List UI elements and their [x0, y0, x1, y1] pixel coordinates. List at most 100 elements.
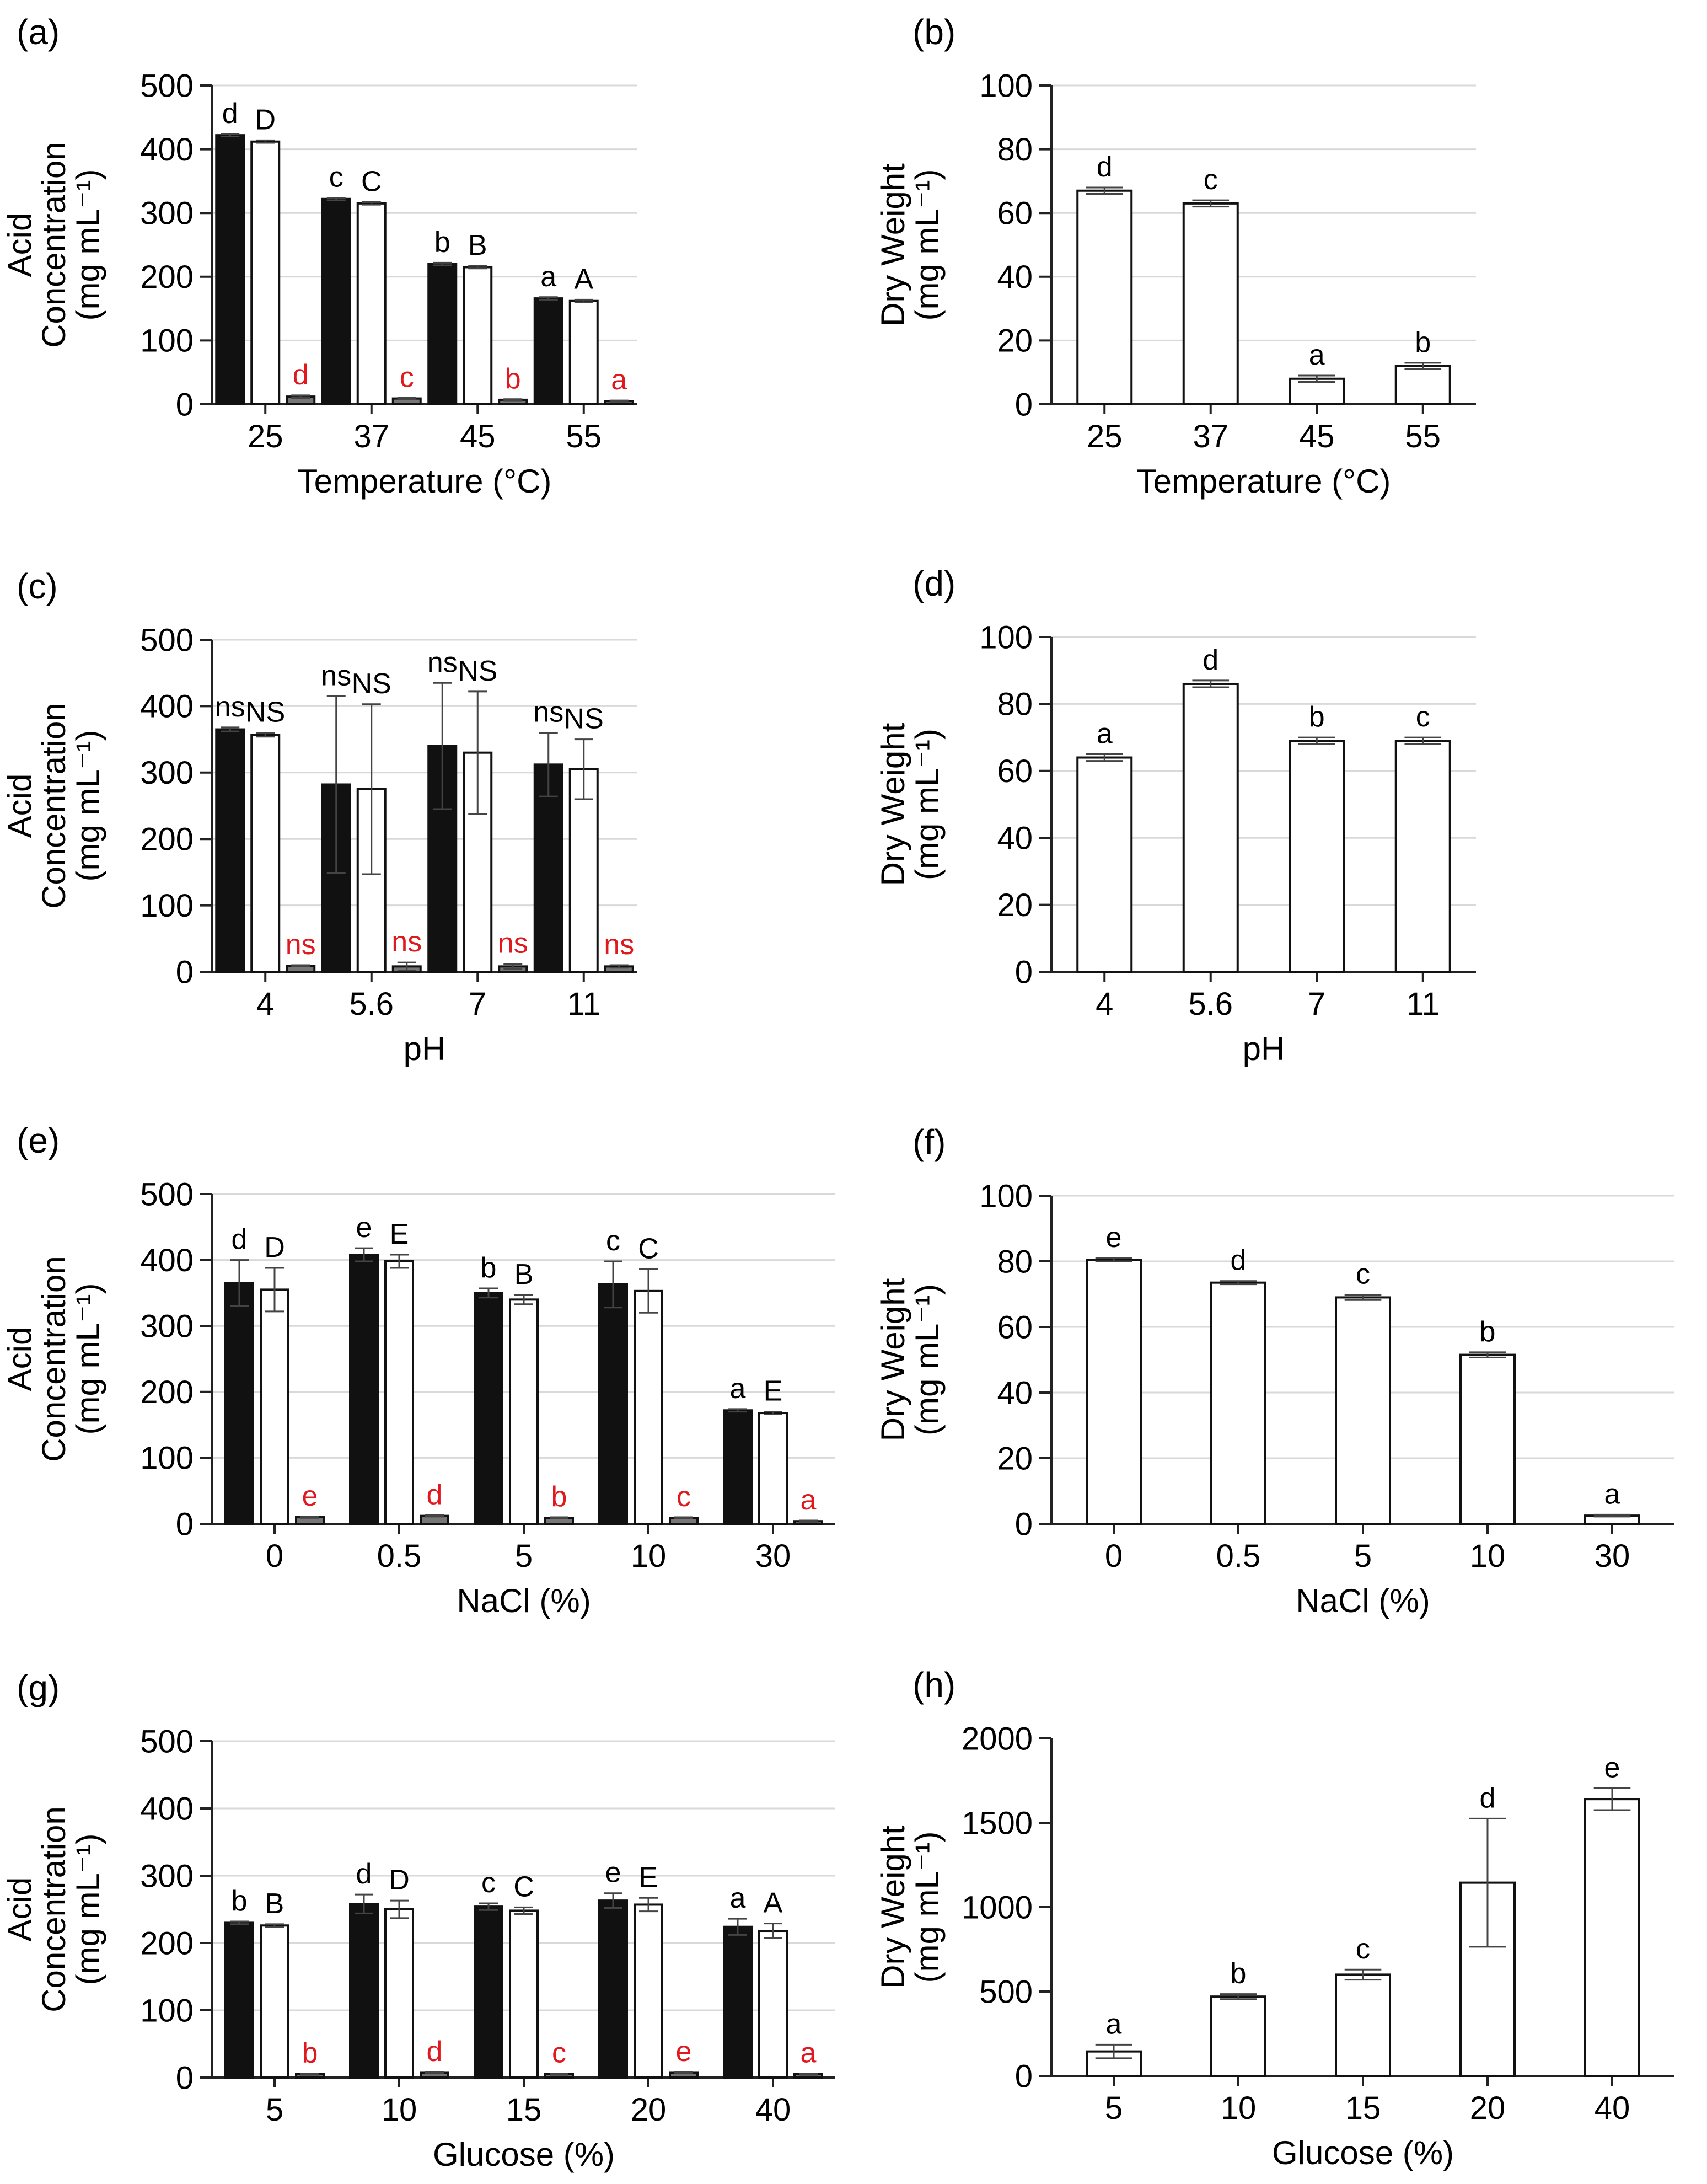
y-tick-label: 0	[1015, 2058, 1033, 2094]
bar-white	[260, 1288, 289, 1525]
significance-label: b	[551, 1481, 567, 1513]
bar-dry weight	[1182, 202, 1239, 405]
bar-white	[634, 1903, 663, 2079]
x-tick-label: 5	[515, 1538, 533, 1574]
significance-label: ns	[321, 660, 351, 692]
x-tick-label: 25	[248, 419, 283, 454]
significance-label: b	[505, 363, 521, 395]
x-tick-label: 10	[1221, 2090, 1257, 2126]
bar-black	[349, 1903, 379, 2079]
y-tick-label: 60	[997, 753, 1033, 789]
y-axis-label: (mg mL⁻¹)	[909, 729, 946, 880]
y-axis-label: Acid	[1, 213, 38, 277]
x-tick-label: 10	[1470, 1538, 1506, 1574]
panel-h: (h) 0 500 1000 1500 2000 Dry Weight(mg mL⁻¹) Gl…	[874, 1665, 1674, 2171]
bar-white	[463, 266, 493, 405]
x-tick-label: 30	[1595, 1538, 1630, 1574]
bar-black	[474, 1292, 503, 1525]
significance-label: E	[764, 1375, 783, 1407]
y-tick-label: 100	[140, 888, 194, 924]
x-tick-label: 30	[755, 1538, 791, 1574]
bar-dry weight	[1394, 365, 1451, 406]
significance-label: a	[1097, 718, 1113, 750]
bar-dry weight	[1394, 740, 1451, 973]
x-tick-label: 15	[1345, 2090, 1381, 2126]
y-tick-label: 300	[140, 755, 194, 791]
y-axis-label: (mg mL⁻¹)	[909, 1832, 946, 1983]
significance-label: d	[293, 359, 309, 391]
significance-label: e	[1604, 1752, 1620, 1784]
y-axis-label: Dry Weight	[874, 163, 911, 326]
significance-label: c	[1356, 1933, 1370, 1965]
significance-label: e	[356, 1212, 372, 1244]
significance-label: a	[801, 2037, 817, 2069]
bar-dry weight	[1289, 740, 1345, 973]
significance-label: e	[605, 1857, 621, 1889]
significance-label: a	[1106, 2008, 1122, 2040]
bar-dry weight	[1182, 682, 1239, 973]
x-tick-label: 55	[566, 419, 602, 454]
significance-label: ns	[604, 929, 634, 961]
y-axis-label: (mg mL⁻¹)	[69, 1834, 106, 1985]
y-tick-label: 400	[140, 689, 194, 725]
significance-label: b	[1309, 701, 1325, 733]
panel-g: (g) 0 100 200 300 400 500 AcidConcentration(mg …	[1, 1668, 835, 2173]
panel-label: (g)	[17, 1668, 60, 1707]
x-tick-label: 45	[1299, 419, 1335, 454]
y-axis-label: (mg mL⁻¹)	[69, 169, 106, 321]
y-tick-label: 2000	[962, 1721, 1033, 1757]
bar-black	[723, 1925, 753, 2079]
x-tick-label: 37	[353, 419, 389, 454]
panel-c: (c) 0 100 200 300 400 500 AcidConcentration(mg …	[1, 566, 637, 1067]
y-tick-label: 300	[140, 196, 194, 232]
bar-black	[224, 1282, 254, 1525]
x-axis-label: Temperature (°C)	[298, 463, 552, 500]
y-tick-label: 60	[997, 196, 1033, 232]
y-tick-label: 100	[979, 68, 1033, 104]
x-tick-label: 40	[755, 2092, 791, 2128]
panel-label: (b)	[912, 12, 956, 52]
significance-label: e	[1106, 1222, 1122, 1254]
bar-black	[474, 1905, 503, 2079]
x-tick-label: 5.6	[1188, 986, 1233, 1022]
y-tick-label: 100	[979, 619, 1033, 655]
significance-label: E	[390, 1218, 409, 1250]
y-tick-label: 200	[140, 1374, 194, 1410]
x-tick-label: 20	[1470, 2090, 1506, 2126]
significance-label: C	[638, 1233, 659, 1265]
significance-label: ns	[533, 697, 563, 729]
significance-label: ns	[215, 691, 245, 723]
x-tick-label: 0.5	[1216, 1538, 1261, 1574]
x-axis-label: pH	[404, 1030, 446, 1067]
y-tick-label: 400	[140, 1791, 194, 1827]
bar-white	[568, 768, 599, 973]
bar-dry weight	[1086, 1259, 1142, 1525]
significance-label: c	[329, 161, 343, 193]
significance-label: e	[676, 2036, 692, 2068]
y-tick-label: 300	[140, 1309, 194, 1345]
significance-label: b	[434, 226, 450, 258]
significance-label: d	[356, 1858, 372, 1890]
y-axis-label: (mg mL⁻¹)	[909, 1284, 946, 1436]
y-tick-label: 20	[997, 323, 1033, 359]
y-axis-label: Concentration	[35, 1256, 72, 1462]
significance-label: NS	[352, 668, 391, 700]
panel-label: (e)	[17, 1121, 60, 1160]
bar-dry weight	[1076, 189, 1133, 405]
bar-dry weight	[1210, 1995, 1266, 2077]
y-tick-label: 40	[997, 1375, 1033, 1411]
x-tick-label: 20	[631, 2092, 667, 2128]
significance-label: E	[639, 1861, 658, 1893]
y-axis-label: (mg mL⁻¹)	[909, 169, 946, 321]
significance-label: c	[1356, 1259, 1370, 1291]
y-tick-label: 20	[997, 1441, 1033, 1476]
y-tick-label: 500	[979, 1974, 1033, 2010]
x-tick-label: 0	[1105, 1538, 1123, 1574]
panel-b: (b) 0 20 40 60 80 100 Dry Weight(mg mL⁻¹) Temper…	[874, 12, 1476, 500]
panel-label: (d)	[912, 564, 956, 603]
significance-label: ns	[286, 929, 316, 961]
bar-dry weight	[1289, 377, 1345, 406]
significance-label: NS	[245, 697, 285, 729]
x-tick-label: 5	[1105, 2090, 1123, 2126]
